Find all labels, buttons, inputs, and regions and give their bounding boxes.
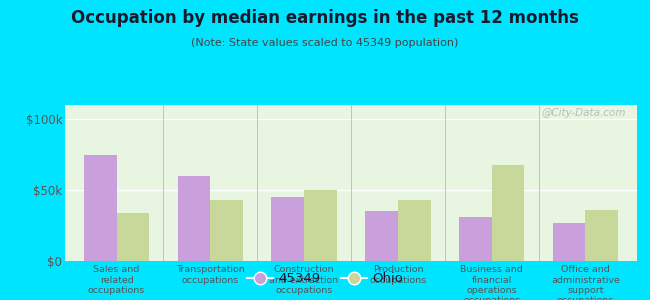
Bar (84, 154, 116, 261)
Bar (398, 200, 431, 261)
Bar (365, 212, 398, 261)
Bar (116, 213, 150, 261)
Bar (271, 197, 304, 261)
Bar (177, 176, 211, 261)
Text: Occupation by median earnings in the past 12 months: Occupation by median earnings in the pas… (71, 9, 579, 27)
Bar (586, 210, 618, 261)
Bar (459, 217, 491, 261)
Bar (304, 190, 337, 261)
Legend: 45349, Ohio: 45349, Ohio (242, 267, 408, 290)
Text: (Note: State values scaled to 45349 population): (Note: State values scaled to 45349 popu… (191, 38, 459, 47)
Bar (491, 165, 525, 261)
Bar (211, 200, 243, 261)
Text: @City-Data.com: @City-Data.com (541, 108, 625, 118)
Bar (552, 223, 586, 261)
